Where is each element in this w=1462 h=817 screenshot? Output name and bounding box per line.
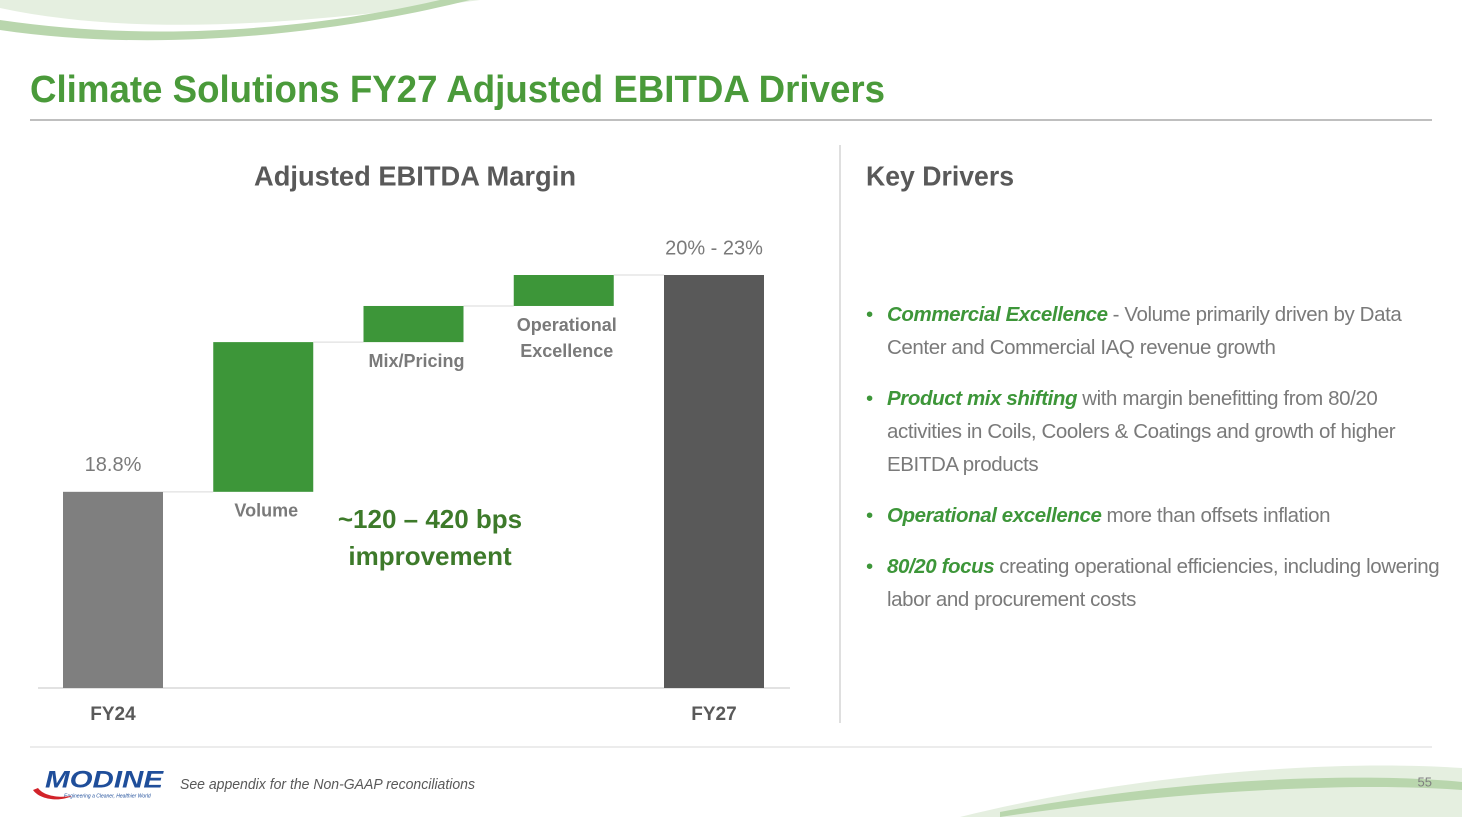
driver-lead: 80/20 focus [887,555,995,578]
bar-label: Operational Excellence [517,315,617,361]
footnote: See appendix for the Non-GAAP reconcilia… [180,776,475,793]
x-tick-label: FY27 [691,704,736,725]
x-tick-label: FY24 [90,704,136,725]
bar [513,275,614,306]
slide-title: Climate Solutions FY27 Adjusted EBITDA D… [30,69,885,111]
annotation: ~120 – 420 bps [338,504,522,534]
driver-lead: Operational excellence [887,504,1102,527]
bar-label: Mix/Pricing [368,351,464,371]
chart-title: Adjusted EBITDA Margin [254,160,576,191]
value-label: 20% - 23% [665,237,763,259]
driver-lead: Product mix shifting [887,387,1078,410]
value-label: 18.8% [85,454,142,476]
bar [664,275,764,688]
page-number: 55 [1418,774,1432,789]
decor-swoosh [1000,777,1462,817]
bar-label-line: Excellence [520,341,613,361]
bar [363,305,464,343]
driver-text: creating operational efficiencies, inclu… [887,555,1440,611]
bar [63,491,163,688]
decor-swoosh [0,0,470,41]
logo-swoosh [33,788,72,800]
bar-label: Volume [234,501,298,521]
logo-tagline: Engineering a Cleaner, Healthier World [64,793,151,799]
section-heading: Key Drivers [866,160,1014,191]
annotation: improvement [348,541,512,571]
driver-list: Commercial Excellence- Volume primarily … [866,298,1446,634]
driver-item: Commercial Excellence- Volume primarily … [866,298,1446,364]
driver-lead: Commercial Excellence [887,303,1108,326]
decor-swoosh [0,0,480,25]
driver-text: with margin benefitting from 80/20 activ… [887,387,1396,476]
bar [213,342,314,492]
logo: MODINE [45,766,164,793]
driver-text: more than offsets inflation [1106,504,1331,527]
driver-text: - Volume primarily driven by Data Center… [887,303,1402,359]
bar-label-line: Operational [517,315,617,335]
